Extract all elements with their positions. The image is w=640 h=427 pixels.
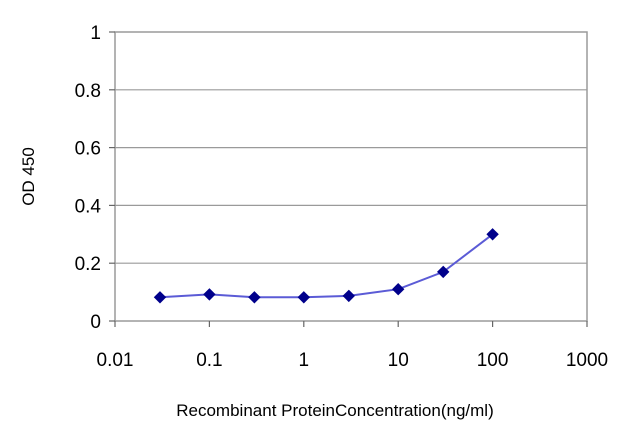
data-point-marker <box>153 291 167 304</box>
x-tick-label: 0.1 <box>196 350 222 371</box>
data-series <box>153 228 499 304</box>
y-tick-label: 0.8 <box>75 81 101 102</box>
x-tick-label: 100 <box>477 350 509 371</box>
y-tick-label: 0.6 <box>75 139 101 160</box>
data-point-marker <box>248 291 261 304</box>
data-point-marker <box>391 282 405 296</box>
tick-labels: 0 0.2 0.4 0.6 0.8 1 0.01 0.1 1 10 100 1000 <box>75 23 609 371</box>
grid-lines <box>115 89 587 264</box>
y-tick-label: 0.2 <box>75 254 101 275</box>
axis-ticks <box>109 31 588 327</box>
y-tick-label: 1 <box>90 23 101 44</box>
x-tick-label: 1 <box>299 350 310 371</box>
x-tick-label: 10 <box>388 350 409 371</box>
data-point-marker <box>486 228 499 241</box>
data-point-marker <box>436 265 450 279</box>
y-axis-title: OD 450 <box>19 147 38 206</box>
x-tick-label: 0.01 <box>97 350 134 371</box>
y-tick-label: 0 <box>90 312 101 333</box>
series-line <box>159 233 494 299</box>
data-point-marker <box>297 291 311 304</box>
plot-area-frame <box>114 31 588 322</box>
data-point-marker <box>342 289 356 303</box>
data-point-marker <box>203 288 216 301</box>
x-tick-label: 1000 <box>566 350 608 371</box>
x-axis-title: Recombinant ProteinConcentration(ng/ml) <box>176 401 494 420</box>
y-tick-label: 0.4 <box>75 196 102 217</box>
